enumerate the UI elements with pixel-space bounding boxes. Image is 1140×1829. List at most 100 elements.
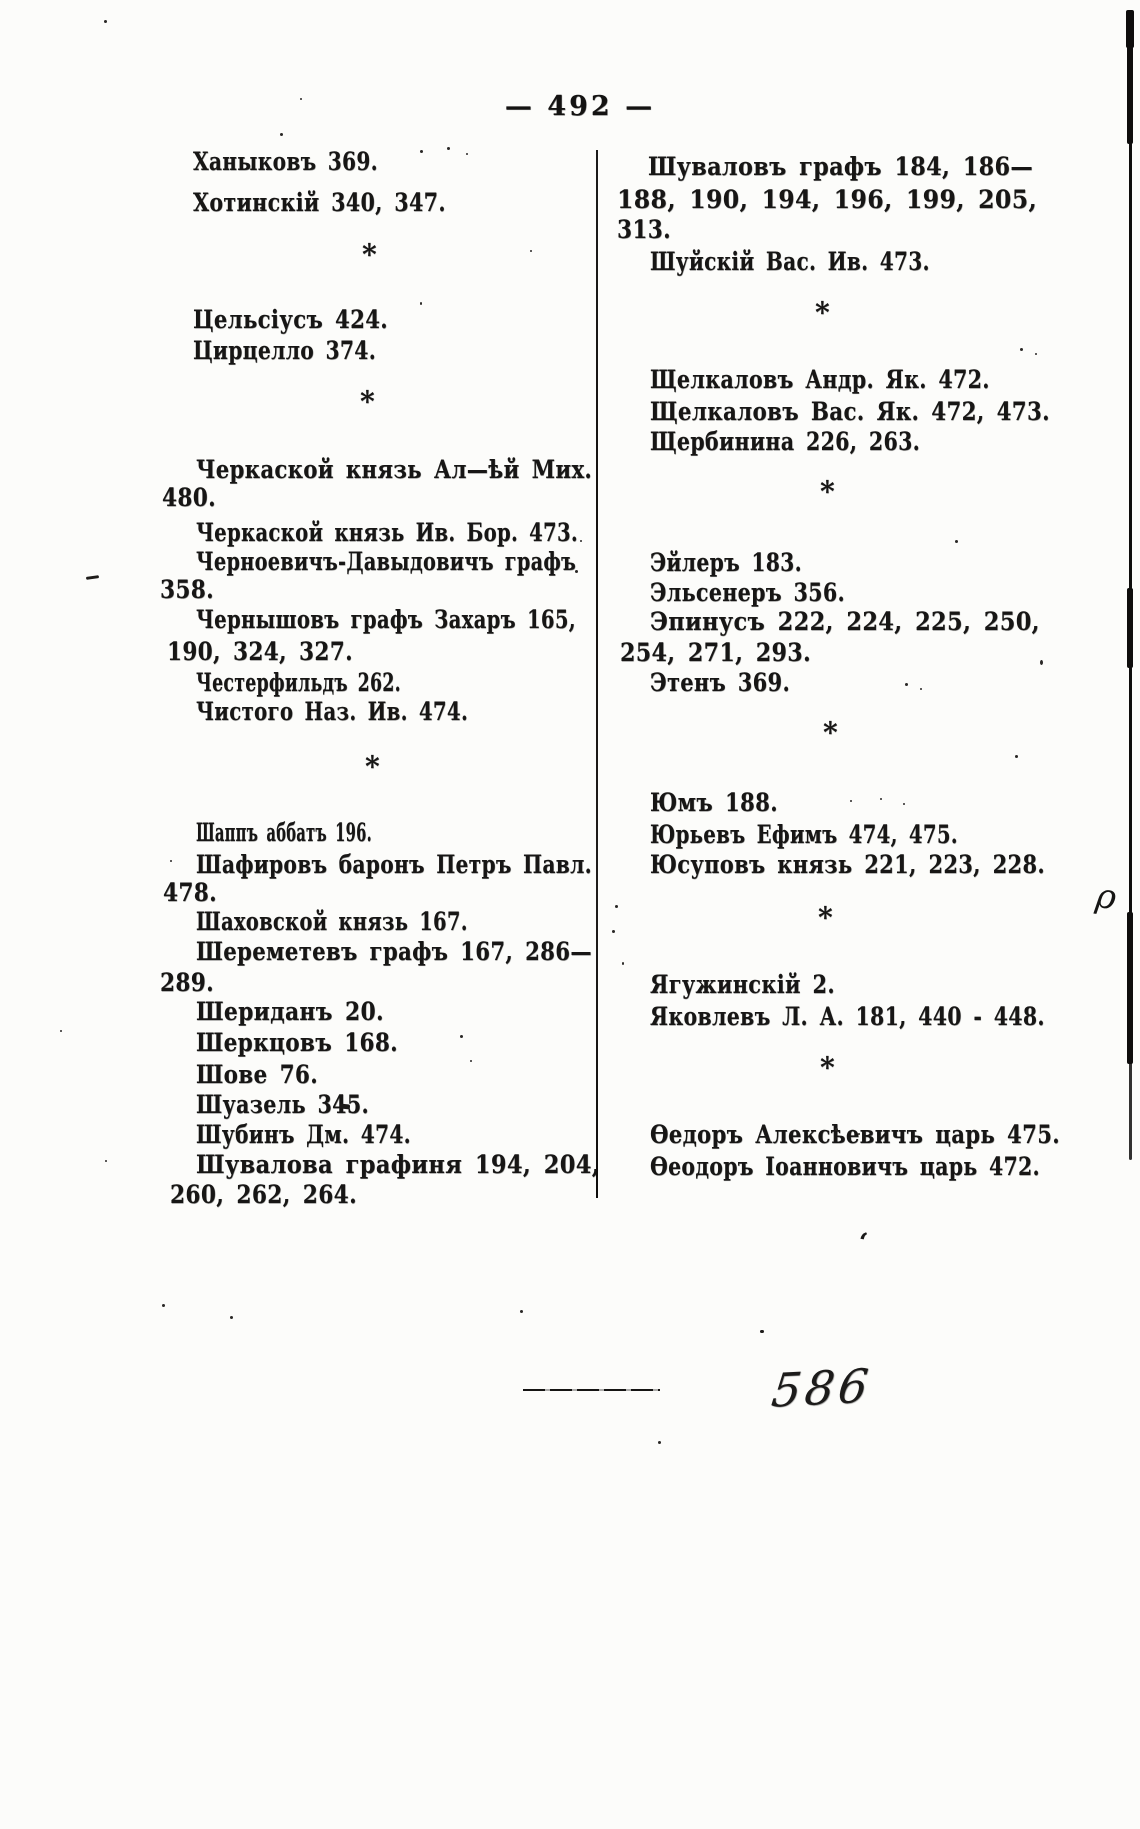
paper-speck <box>470 1060 472 1062</box>
paper-speck <box>1020 348 1023 351</box>
index-line: Хотинскій 340, 347. <box>193 188 446 217</box>
paper-speck <box>622 962 624 965</box>
index-line: Шаховской князь 167. <box>196 907 468 936</box>
paper-speck <box>520 1310 523 1313</box>
paper-speck <box>880 798 882 800</box>
page-edge-line <box>1129 664 1132 916</box>
index-line: Черкаской князь Ал—ѣй Мих. <box>196 455 593 484</box>
index-line: Честерфильдъ 262. <box>196 668 401 697</box>
index-line: Шубинъ Дм. 474. <box>196 1120 411 1149</box>
page-edge-line <box>1127 44 1133 144</box>
index-line: Шувалова графиня 194, 204, <box>196 1150 600 1179</box>
paper-speck <box>858 1133 860 1135</box>
index-line: 188, 190, 194, 196, 199, 205, <box>617 185 1038 214</box>
column-divider-rule <box>596 150 598 1198</box>
section-separator-asterisk: * <box>823 716 838 749</box>
index-line: Шуваловъ графъ 184, 186— <box>648 152 1034 181</box>
paper-speck <box>1015 755 1018 758</box>
page-number: — 492 — <box>504 91 656 122</box>
index-line: Ягужинскій 2. <box>650 970 835 999</box>
ink-mark: ʻ <box>855 1227 870 1259</box>
paper-speck <box>162 1304 165 1307</box>
handwritten-number: 586 <box>768 1358 876 1418</box>
index-line: Эйлеръ 183. <box>650 548 802 577</box>
paper-speck <box>460 1035 463 1038</box>
paper-speck <box>615 905 618 908</box>
paper-speck <box>905 683 908 686</box>
paper-speck <box>339 1103 351 1110</box>
paper-speck <box>920 688 922 690</box>
paper-speck <box>955 540 958 543</box>
index-line: Чистого Наз. Ив. 474. <box>196 697 469 726</box>
handwritten-edge-mark: ρ <box>1093 875 1119 919</box>
index-line: 254, 271, 293. <box>620 638 812 667</box>
page-edge-line <box>1126 10 1134 48</box>
page-edge-line <box>1129 140 1132 592</box>
index-line: Эпинусъ 222, 224, 225, 250, <box>650 607 1040 636</box>
paper-speck <box>105 1160 107 1162</box>
paper-speck <box>612 930 615 933</box>
paper-speck <box>260 207 262 209</box>
paper-speck <box>230 1316 233 1319</box>
footer-rule <box>523 1389 660 1391</box>
paper-speck <box>580 540 582 542</box>
index-line: Ханыковъ 369. <box>193 147 378 176</box>
index-line: Яковлевъ Л. А. 181, 440 - 448. <box>650 1002 1045 1031</box>
index-line: 478. <box>163 878 217 907</box>
section-separator-asterisk: * <box>820 1051 835 1084</box>
paper-speck <box>420 150 423 153</box>
index-line: Шериданъ 20. <box>196 997 384 1026</box>
section-separator-asterisk: * <box>820 475 835 508</box>
paper-speck <box>85 575 100 580</box>
index-line: Шеркцовъ 168. <box>196 1028 399 1057</box>
index-line: 358. <box>160 575 214 604</box>
paper-speck <box>420 302 422 305</box>
paper-speck <box>466 153 468 155</box>
index-line: Эльсенеръ 356. <box>650 578 846 607</box>
index-line: Щербинина 226, 263. <box>650 427 921 456</box>
paper-speck <box>1040 660 1043 665</box>
index-line: 289. <box>160 968 214 997</box>
index-line: Черкаской князь Ив. Бор. 473. <box>196 518 579 547</box>
paper-speck <box>300 98 302 100</box>
index-line: Шереметевъ графъ 167, 286— <box>196 937 592 966</box>
index-line: Щелкаловъ Андр. Як. 472. <box>650 365 990 394</box>
index-line: 313. <box>617 215 671 244</box>
index-line: 190, 324, 327. <box>167 637 353 666</box>
index-line: Ѳеодоръ Іоанновичъ царь 472. <box>650 1152 1040 1181</box>
page-edge-line <box>1127 588 1133 668</box>
index-line: Этенъ 369. <box>650 668 791 697</box>
section-separator-asterisk: * <box>365 750 380 783</box>
index-line: Шафировъ баронъ Петръ Павл. <box>196 850 592 879</box>
index-line: Цельсіусъ 424. <box>193 305 389 334</box>
paper-speck <box>447 147 450 150</box>
index-line: Черноевичъ-Давыдовичъ графъ <box>196 547 577 576</box>
paper-speck <box>903 803 905 805</box>
paper-speck <box>104 20 107 23</box>
index-line: 480. <box>162 483 216 512</box>
paper-speck <box>850 800 852 802</box>
section-separator-asterisk: * <box>815 296 830 329</box>
section-separator-asterisk: * <box>360 385 375 418</box>
paper-speck <box>835 1128 838 1131</box>
paper-speck <box>575 570 578 573</box>
paper-speck <box>1035 353 1037 355</box>
index-line: Шуйскій Вас. Ив. 473. <box>650 247 930 276</box>
page-edge-line <box>1129 1060 1132 1160</box>
index-line: Цирцелло 374. <box>193 336 377 365</box>
index-line: Шаппъ аббатъ 196. <box>196 818 372 847</box>
index-line: Юсуповъ князь 221, 223, 228. <box>650 850 1045 879</box>
index-line: Щелкаловъ Вас. Як. 472, 473. <box>650 397 1050 426</box>
index-line: Ѳедоръ Алексѣевичъ царь 475. <box>650 1120 1060 1149</box>
paper-speck <box>530 250 532 252</box>
paper-speck <box>658 1441 661 1444</box>
paper-speck <box>760 1330 764 1333</box>
section-separator-asterisk: * <box>362 238 377 271</box>
index-line: Юрьевъ Ефимъ 474, 475. <box>650 820 958 849</box>
paper-speck <box>280 133 283 136</box>
paper-speck <box>170 860 172 862</box>
index-line: Чернышовъ графъ Захаръ 165, <box>196 605 576 634</box>
